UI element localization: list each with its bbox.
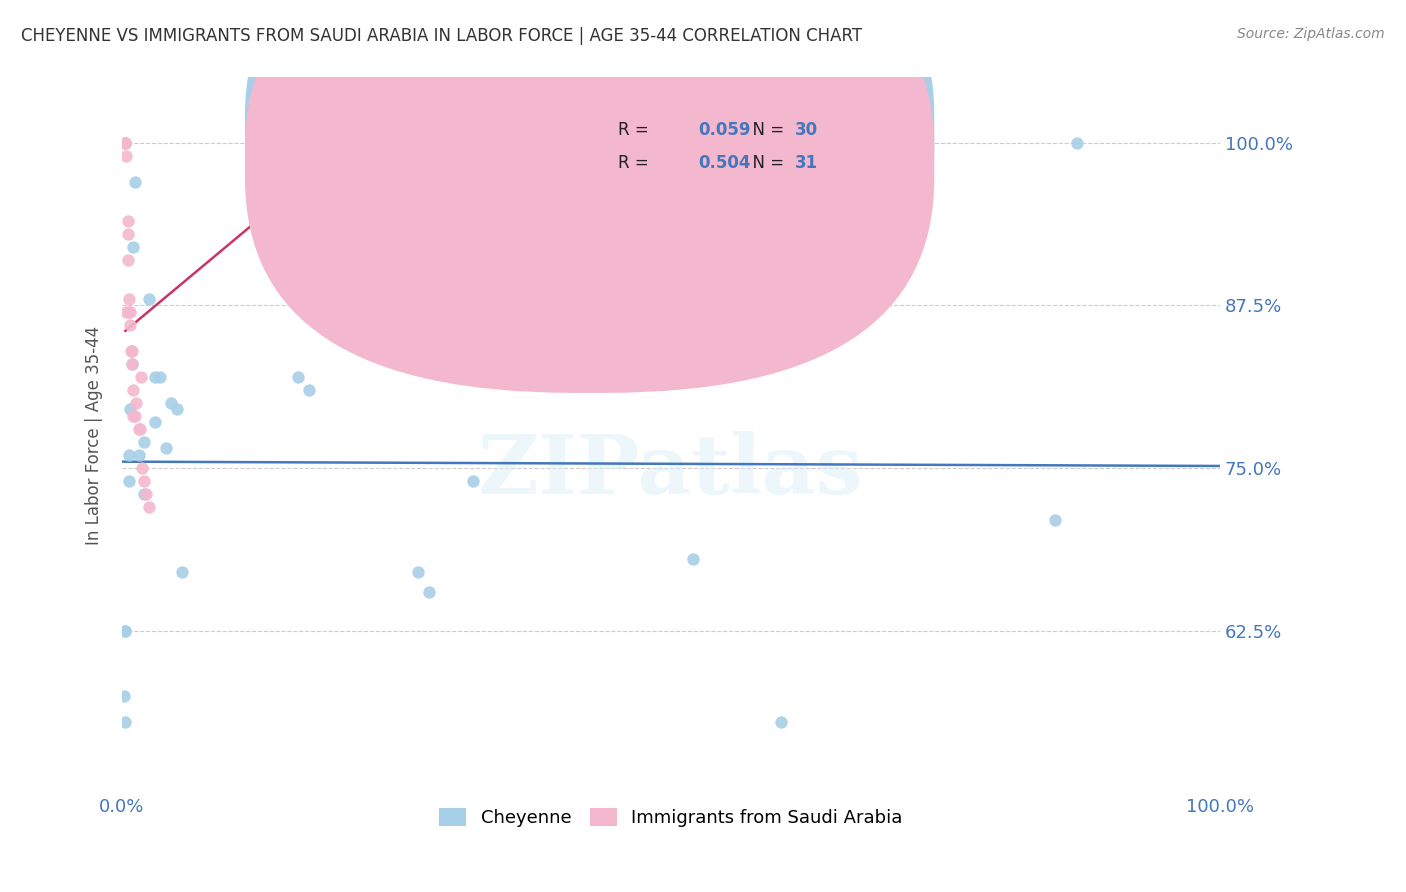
Text: Source: ZipAtlas.com: Source: ZipAtlas.com [1237, 27, 1385, 41]
Point [166, 402, 188, 417]
Point [121, 357, 143, 371]
Point [138, 292, 160, 306]
Point [118, 318, 141, 332]
Point [287, 369, 309, 384]
Point [308, 136, 330, 150]
Text: ZIPatlas: ZIPatlas [478, 431, 863, 511]
Point [114, 624, 136, 638]
Point [114, 136, 136, 150]
Point [128, 422, 150, 436]
Point [314, 136, 336, 150]
Legend: Cheyenne, Immigrants from Saudi Arabia: Cheyenne, Immigrants from Saudi Arabia [432, 801, 910, 834]
Point [114, 136, 136, 150]
Point [128, 448, 150, 462]
Text: 0.504: 0.504 [699, 154, 751, 172]
Point [149, 369, 172, 384]
Point [129, 369, 152, 384]
Point [115, 148, 138, 162]
Point [132, 487, 155, 501]
Point [319, 136, 342, 150]
Text: 30: 30 [794, 121, 818, 139]
FancyBboxPatch shape [245, 0, 935, 393]
Point [125, 396, 148, 410]
Point [769, 714, 792, 729]
Point [117, 304, 139, 318]
Point [122, 409, 145, 423]
Point [115, 304, 138, 318]
Point [117, 227, 139, 241]
Point [118, 304, 141, 318]
Point [682, 552, 704, 566]
Text: CHEYENNE VS IMMIGRANTS FROM SAUDI ARABIA IN LABOR FORCE | AGE 35-44 CORRELATION : CHEYENNE VS IMMIGRANTS FROM SAUDI ARABIA… [21, 27, 862, 45]
Point [114, 714, 136, 729]
Point [135, 487, 157, 501]
Point [124, 175, 146, 189]
Text: N =: N = [742, 121, 790, 139]
Point [408, 565, 430, 579]
Text: 0.059: 0.059 [699, 121, 751, 139]
Text: R =: R = [619, 154, 654, 172]
Point [463, 474, 485, 488]
Point [114, 624, 136, 638]
Point [160, 396, 183, 410]
Point [117, 292, 139, 306]
Point [118, 402, 141, 417]
Point [122, 383, 145, 397]
FancyBboxPatch shape [245, 0, 935, 360]
Point [112, 689, 135, 703]
Point [117, 213, 139, 227]
Point [418, 584, 440, 599]
Point [114, 136, 136, 150]
Point [155, 442, 177, 456]
FancyBboxPatch shape [561, 99, 830, 181]
Text: N =: N = [742, 154, 790, 172]
Point [138, 500, 160, 514]
Text: R =: R = [619, 121, 654, 139]
Point [298, 383, 321, 397]
Point [128, 422, 150, 436]
Point [117, 252, 139, 267]
Point [131, 461, 153, 475]
Point [1066, 136, 1088, 150]
Point [1043, 513, 1066, 527]
Point [124, 409, 146, 423]
Point [117, 448, 139, 462]
Text: 31: 31 [794, 154, 818, 172]
Point [114, 136, 136, 150]
Point [117, 474, 139, 488]
Point [121, 343, 143, 358]
Point [143, 369, 166, 384]
Point [132, 434, 155, 449]
Point [143, 416, 166, 430]
Y-axis label: In Labor Force | Age 35-44: In Labor Force | Age 35-44 [86, 326, 103, 545]
Point [120, 343, 142, 358]
Point [122, 240, 145, 254]
Point [132, 474, 155, 488]
Point [121, 357, 143, 371]
Point [172, 565, 194, 579]
Point [287, 136, 309, 150]
